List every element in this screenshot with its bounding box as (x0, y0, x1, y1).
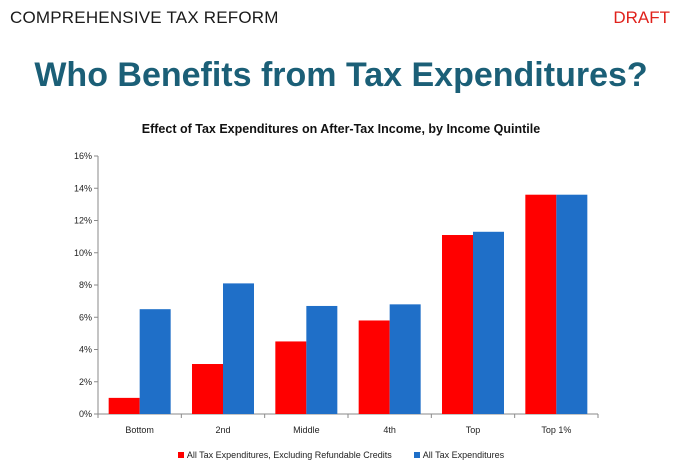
legend-label-blue: All Tax Expenditures (422, 450, 505, 460)
legend-swatch-blue (413, 452, 420, 458)
bar-red (525, 194, 557, 414)
section-header: COMPREHENSIVE TAX REFORM (10, 8, 279, 27)
x-tick-label: Top (466, 425, 481, 435)
chart-legend: All Tax Expenditures, Excluding Refundab… (0, 450, 682, 460)
bar-blue (473, 231, 504, 414)
y-tick-label: 6% (79, 312, 92, 322)
bar-red (275, 341, 307, 414)
legend-item-blue: All Tax Expenditures (413, 450, 505, 460)
x-tick-label: Middle (293, 425, 320, 435)
chart-title: Effect of Tax Expenditures on After-Tax … (141, 122, 541, 136)
legend-label-red: All Tax Expenditures, Excluding Refundab… (186, 450, 392, 460)
y-tick-label: 0% (79, 409, 92, 419)
x-tick-label: 4th (383, 425, 396, 435)
y-tick-label: 12% (74, 216, 92, 226)
y-tick-label: 14% (74, 183, 92, 193)
y-tick-label: 8% (79, 280, 92, 290)
y-tick-label: 2% (79, 377, 92, 387)
bar-red (192, 364, 223, 414)
bar-blue (556, 194, 588, 414)
page-title: Who Benefits from Tax Expenditures? (34, 56, 648, 94)
x-tick-label: 2nd (215, 425, 230, 435)
x-tick-label: Bottom (125, 425, 154, 435)
bar-red (442, 235, 473, 414)
bar-blue (389, 304, 421, 414)
y-tick-label: 10% (74, 248, 92, 258)
bar-blue (306, 305, 338, 414)
bar-red (108, 397, 140, 414)
legend-item-red: All Tax Expenditures, Excluding Refundab… (177, 450, 392, 460)
bar-blue (139, 309, 171, 414)
bar-red (358, 320, 390, 414)
draft-label: DRAFT (613, 8, 670, 27)
x-tick-label: Top 1% (541, 425, 571, 435)
legend-swatch-red (177, 452, 184, 458)
bar-blue (223, 283, 254, 414)
y-tick-label: 4% (79, 345, 92, 355)
y-tick-label: 16% (74, 151, 92, 161)
